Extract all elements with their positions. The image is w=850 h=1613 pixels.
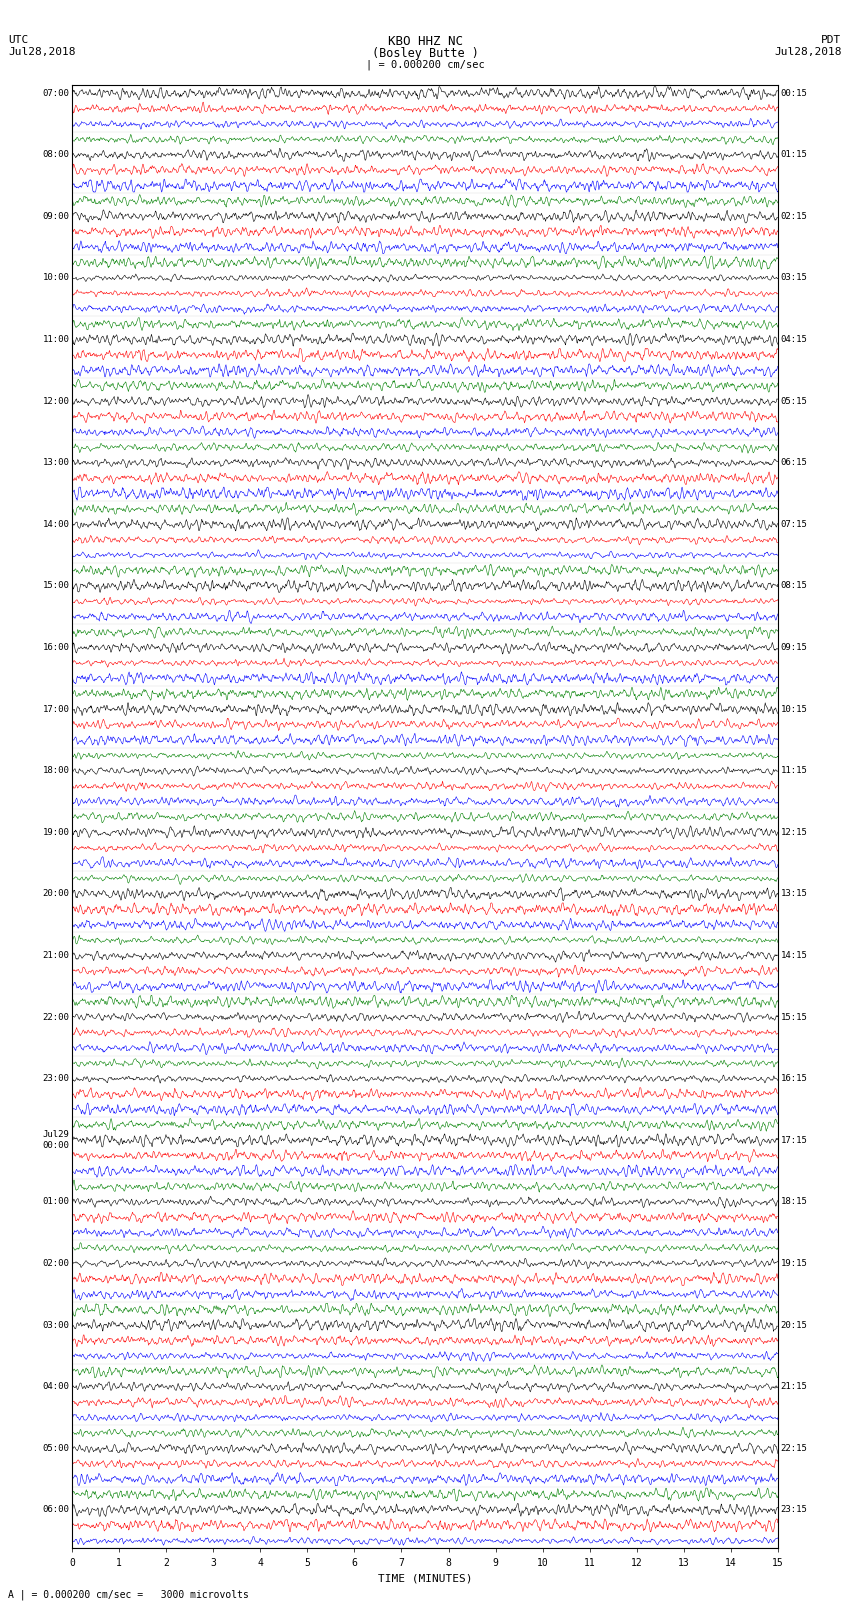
Text: 22:15: 22:15: [780, 1444, 808, 1453]
Text: 21:15: 21:15: [780, 1382, 808, 1392]
Text: 06:00: 06:00: [42, 1505, 70, 1515]
Text: 09:15: 09:15: [780, 644, 808, 652]
Text: 23:15: 23:15: [780, 1505, 808, 1515]
Text: 08:00: 08:00: [42, 150, 70, 160]
Text: 10:15: 10:15: [780, 705, 808, 713]
Text: 01:15: 01:15: [780, 150, 808, 160]
Text: 12:15: 12:15: [780, 827, 808, 837]
Text: 18:15: 18:15: [780, 1197, 808, 1207]
Text: 17:00: 17:00: [42, 705, 70, 713]
Text: 17:15: 17:15: [780, 1136, 808, 1145]
Text: 00:00: 00:00: [42, 1142, 70, 1150]
Text: 05:15: 05:15: [780, 397, 808, 406]
Text: 13:15: 13:15: [780, 889, 808, 898]
Text: Jul28,2018: Jul28,2018: [8, 47, 76, 56]
Text: 06:15: 06:15: [780, 458, 808, 468]
Text: 02:15: 02:15: [780, 211, 808, 221]
Text: 13:00: 13:00: [42, 458, 70, 468]
Text: 05:00: 05:00: [42, 1444, 70, 1453]
Text: 19:00: 19:00: [42, 827, 70, 837]
Text: KBO HHZ NC: KBO HHZ NC: [388, 35, 462, 48]
Text: 15:00: 15:00: [42, 581, 70, 590]
Text: 14:15: 14:15: [780, 952, 808, 960]
Text: 04:00: 04:00: [42, 1382, 70, 1392]
Text: 00:15: 00:15: [780, 89, 808, 98]
Text: 07:00: 07:00: [42, 89, 70, 98]
Text: UTC: UTC: [8, 35, 29, 45]
Text: 20:00: 20:00: [42, 889, 70, 898]
Text: 03:15: 03:15: [780, 274, 808, 282]
Text: 15:15: 15:15: [780, 1013, 808, 1021]
Text: 23:00: 23:00: [42, 1074, 70, 1084]
Text: 07:15: 07:15: [780, 519, 808, 529]
Text: 12:00: 12:00: [42, 397, 70, 406]
Text: 21:00: 21:00: [42, 952, 70, 960]
Text: 22:00: 22:00: [42, 1013, 70, 1021]
Text: 08:15: 08:15: [780, 581, 808, 590]
Text: 18:00: 18:00: [42, 766, 70, 776]
Text: 10:00: 10:00: [42, 274, 70, 282]
Text: 20:15: 20:15: [780, 1321, 808, 1329]
Text: 09:00: 09:00: [42, 211, 70, 221]
Text: 01:00: 01:00: [42, 1197, 70, 1207]
Text: | = 0.000200 cm/sec: | = 0.000200 cm/sec: [366, 60, 484, 71]
X-axis label: TIME (MINUTES): TIME (MINUTES): [377, 1573, 473, 1582]
Text: 03:00: 03:00: [42, 1321, 70, 1329]
Text: (Bosley Butte ): (Bosley Butte ): [371, 47, 479, 60]
Text: 16:15: 16:15: [780, 1074, 808, 1084]
Text: 16:00: 16:00: [42, 644, 70, 652]
Text: 11:00: 11:00: [42, 336, 70, 344]
Text: 14:00: 14:00: [42, 519, 70, 529]
Text: Jul29: Jul29: [42, 1131, 70, 1139]
Text: Jul28,2018: Jul28,2018: [774, 47, 842, 56]
Text: A | = 0.000200 cm/sec =   3000 microvolts: A | = 0.000200 cm/sec = 3000 microvolts: [8, 1589, 249, 1600]
Text: 02:00: 02:00: [42, 1260, 70, 1268]
Text: PDT: PDT: [821, 35, 842, 45]
Text: 04:15: 04:15: [780, 336, 808, 344]
Text: 11:15: 11:15: [780, 766, 808, 776]
Text: 19:15: 19:15: [780, 1260, 808, 1268]
